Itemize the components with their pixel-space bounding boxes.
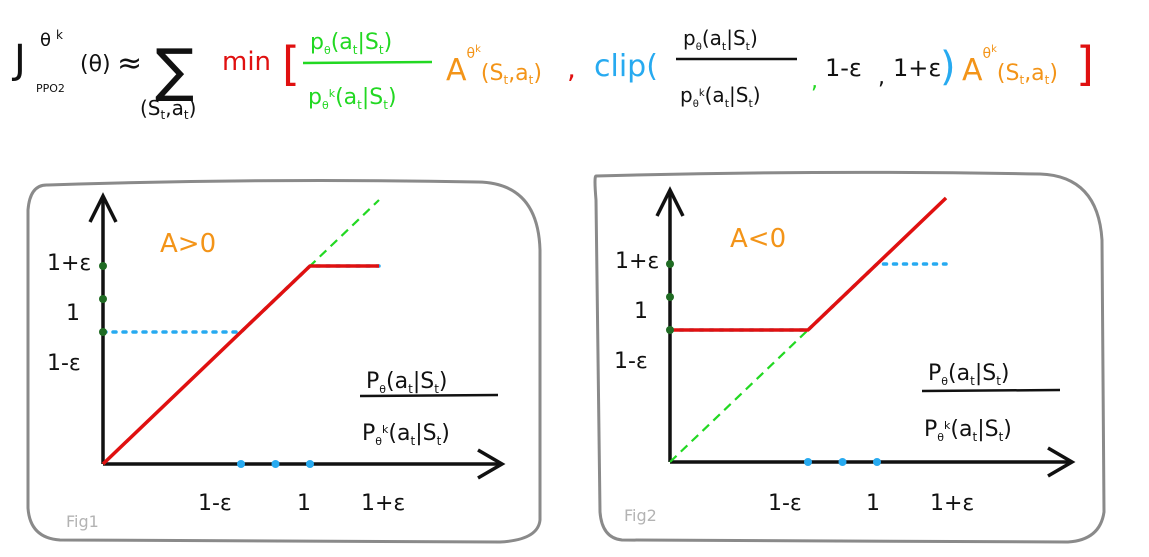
clip-bound-comma: , — [878, 65, 885, 90]
advantage-condition: A>0 — [160, 229, 216, 259]
clip-denominator: pθk(at|St) — [680, 83, 761, 110]
objective-argument: (θ) — [80, 52, 111, 77]
plot-marks — [101, 199, 381, 466]
figure-label: Fig2 — [624, 506, 657, 525]
clip-function: clip( — [594, 49, 658, 84]
panel-frame — [593, 170, 1106, 544]
objective-superscript-theta: θ — [40, 30, 51, 51]
y-tick-label-upper: 1+ε — [47, 251, 91, 276]
clipped-ratio-line — [101, 264, 381, 334]
x-tick-one — [838, 458, 847, 466]
x-axis-title-bar — [921, 388, 1061, 393]
close-bracket: ] — [1076, 37, 1094, 91]
x-axis-title-denominator: Pθk(at|St) — [362, 421, 450, 448]
y-axis-arrow — [88, 192, 118, 223]
objective-superscript-k: k — [56, 28, 63, 42]
clip-numerator: pθ(at|St) — [683, 26, 758, 53]
x-axis-title-numerator: Pθ(at|St) — [928, 361, 1010, 388]
clip-close-paren: ) — [940, 44, 956, 90]
ratio-denominator: pθk(at|St) — [308, 85, 397, 112]
panel-fig1: Fig1 A>0 1+ε 1 1-ε 1-ε 1 1+ε Pθ(at|St) P… — [26, 179, 542, 544]
y-tick-upper — [99, 262, 107, 270]
x-axis-arrow — [1047, 446, 1076, 478]
x-tick-upper — [306, 460, 314, 468]
advantage-condition: A<0 — [730, 224, 786, 254]
clip-upper-bound: 1+ε — [893, 54, 941, 82]
min-operator: min — [222, 47, 271, 77]
advantage-term-2: Aθk(St,at) — [962, 44, 1058, 88]
clip-comma: , — [811, 69, 818, 94]
y-tick-one — [99, 295, 107, 303]
y-tick-lower — [666, 326, 674, 334]
separator-comma: , — [567, 52, 576, 85]
y-tick-label-upper: 1+ε — [615, 249, 659, 274]
panel-fig2: Fig2 A<0 1+ε 1 1-ε 1-ε 1 1+ε Pθ(at|St) P… — [593, 170, 1106, 544]
ppo-objective-line — [670, 196, 948, 332]
x-axis-title-bar — [359, 393, 499, 398]
approx-sign: ≈ — [117, 46, 142, 81]
objective-subscript: PPO2 — [36, 82, 65, 95]
x-tick-label-lower: 1-ε — [198, 491, 232, 516]
sum-symbol: ∑ — [155, 36, 194, 104]
ratio-numerator: pθ(at|St) — [310, 30, 392, 57]
advantage-term-1: Aθk(St,at) — [446, 44, 542, 88]
ppo-objective-line — [101, 264, 379, 466]
open-bracket: [ — [282, 37, 300, 91]
x-tick-label-one: 1 — [297, 491, 311, 516]
y-tick-label-one: 1 — [634, 299, 648, 324]
y-tick-label-one: 1 — [66, 301, 80, 326]
x-tick-label-upper: 1+ε — [361, 491, 405, 516]
ratio-fraction-bar — [302, 60, 433, 65]
x-tick-label-one: 1 — [866, 491, 880, 516]
sum-subscript: (St,at) — [140, 96, 196, 122]
figure-label: Fig1 — [66, 512, 99, 531]
x-tick-one — [271, 460, 280, 468]
x-tick-upper — [873, 458, 881, 466]
y-tick-label-lower: 1-ε — [614, 349, 648, 374]
clip-lower-bound: 1-ε — [825, 54, 862, 82]
x-axis-title-denominator: Pθk(at|St) — [924, 417, 1012, 444]
tick-marks — [99, 262, 314, 468]
y-axis-arrow — [655, 186, 685, 217]
objective-symbol: J — [11, 37, 26, 83]
y-tick-one — [666, 293, 674, 301]
x-axis-arrow — [477, 448, 506, 480]
x-tick-lower — [237, 460, 245, 468]
y-tick-upper — [666, 260, 674, 268]
panel-frame — [26, 179, 542, 544]
formula: J PPO2 θ k (θ) ≈ ∑ (St,at) min [ pθ(at|S… — [11, 26, 1094, 122]
x-tick-label-upper: 1+ε — [930, 491, 974, 516]
x-axis-title-numerator: Pθ(at|St) — [366, 369, 448, 396]
plot-marks — [668, 196, 948, 463]
x-tick-label-lower: 1-ε — [768, 491, 802, 516]
y-tick-lower — [99, 328, 107, 336]
y-tick-label-lower: 1-ε — [47, 351, 81, 376]
tick-marks — [666, 260, 881, 466]
clipped-ratio-line — [668, 262, 948, 332]
x-tick-lower — [804, 458, 812, 466]
